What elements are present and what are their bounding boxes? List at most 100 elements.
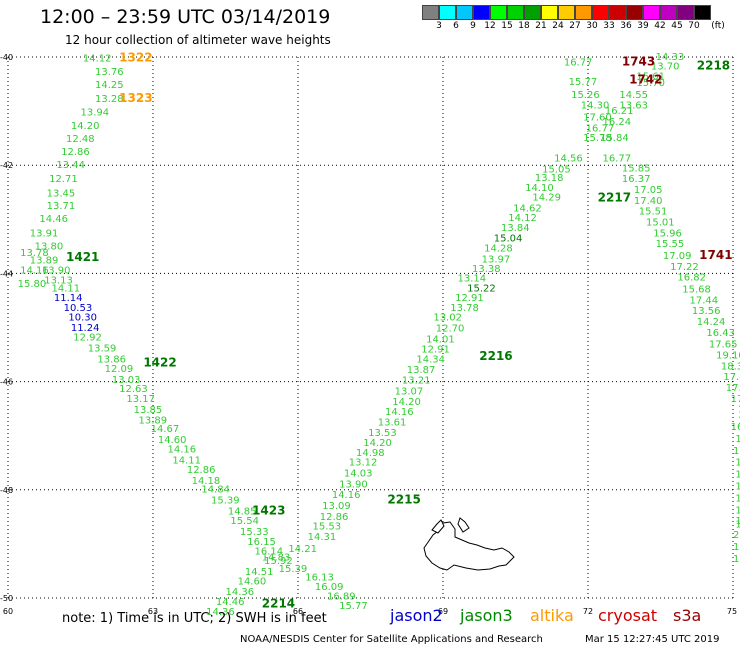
wave-height-value: 15.05 xyxy=(542,164,571,175)
wave-height-value: 14.12 xyxy=(83,54,112,65)
color-scale-label: 27 xyxy=(569,21,581,31)
wave-height-value: 16.24 xyxy=(603,117,632,128)
wave-height-value: 14.11 xyxy=(52,283,81,294)
wave-height-value: 16.09 xyxy=(315,582,344,593)
color-scale-swatch xyxy=(643,5,660,20)
wave-height-value: 13.89 xyxy=(30,255,59,266)
wave-height-value: 12.63 xyxy=(119,384,148,395)
wave-height-value: 12.91 xyxy=(455,293,484,304)
wave-height-value: 11.24 xyxy=(71,323,100,334)
wave-height-value: 14.84 xyxy=(201,485,230,496)
wave-height-value: 15.51 xyxy=(639,207,668,218)
wave-height-value: 16.89 xyxy=(327,591,356,602)
legend-item-s3a: s3a xyxy=(673,606,702,625)
wave-height-value: 13.28 xyxy=(95,94,124,105)
wave-height-value: 13.13 xyxy=(44,275,73,286)
wave-height-value: 12.92 xyxy=(73,333,102,344)
wave-height-value: 15.70 xyxy=(636,78,665,89)
wave-height-value: 19.09 xyxy=(735,493,740,504)
pass-time-label: 1422 xyxy=(143,356,176,370)
wave-height-value: 18.23 xyxy=(738,415,740,426)
wave-height-value: 18.09 xyxy=(735,505,740,516)
wave-height-value: 16.77 xyxy=(586,123,615,134)
wave-height-value: 18.12 xyxy=(735,519,740,530)
color-scale-label: 45 xyxy=(671,21,683,31)
x-tick-label: 75 xyxy=(727,607,737,616)
wave-height-value: 14.98 xyxy=(356,448,385,459)
wave-height-value: 11.14 xyxy=(54,293,83,304)
wave-height-value: 13.90 xyxy=(42,266,71,277)
color-scale-label: 15 xyxy=(501,21,513,31)
wave-height-value: 13.45 xyxy=(47,188,76,199)
color-scale-label: 42 xyxy=(654,21,666,31)
wave-height-value: 14.46 xyxy=(39,214,68,225)
wave-height-value: 14.10 xyxy=(525,183,554,194)
wave-height-value: 16.67 xyxy=(731,422,740,433)
wave-height-value: 15.22 xyxy=(467,283,496,294)
wave-height-value: 14.83 xyxy=(262,552,291,563)
wave-height-value: 17.06 xyxy=(733,446,740,457)
page-subtitle: 12 hour collection of altimeter wave hei… xyxy=(65,33,331,47)
wave-height-value: 13.97 xyxy=(482,254,511,265)
color-scale-label: 39 xyxy=(637,21,649,31)
wave-height-value: 17.40 xyxy=(634,196,663,207)
color-scale-label: 24 xyxy=(552,21,564,31)
color-scale-swatch xyxy=(490,5,507,20)
wave-height-value: 14.11 xyxy=(172,456,201,467)
wave-height-value: 13.63 xyxy=(619,101,648,112)
wave-height-value: 13.78 xyxy=(20,248,49,259)
axis-tick-labels: 60 63 66 69 72 75 -40 -42 -44 -46 -48 -50 xyxy=(0,53,737,616)
wave-height-value: 14.28 xyxy=(484,243,513,254)
wave-height-value: 17.80 xyxy=(735,481,740,492)
color-scale-label: 18 xyxy=(518,21,530,31)
color-scale-swatch xyxy=(609,5,626,20)
wave-height-value: 17.44 xyxy=(723,372,740,383)
x-tick-label: 66 xyxy=(293,607,303,616)
wave-height-value: 17.05 xyxy=(634,185,663,196)
wave-height-value: 13.90 xyxy=(339,479,368,490)
wave-height-value: 15.54 xyxy=(230,516,259,527)
color-scale-swatch xyxy=(558,5,575,20)
wave-height-value: 13.07 xyxy=(395,386,424,397)
pass-time-label: 1322 xyxy=(119,51,152,65)
wave-height-value: 14.16 xyxy=(168,445,197,456)
wave-height-value: 14.29 xyxy=(532,193,561,204)
wave-height-value: 17.65 xyxy=(709,340,738,351)
wave-height-value: 13.89 xyxy=(139,415,168,426)
legend-item-cryosat: cryosat xyxy=(598,606,658,625)
legend-item-altika: altika xyxy=(530,606,574,625)
credit-text: NOAA/NESDIS Center for Satellite Applica… xyxy=(240,634,543,645)
wave-height-value: 14.12 xyxy=(508,213,537,224)
wave-height-value: 14.60 xyxy=(158,435,187,446)
wave-height-value: 13.85 xyxy=(134,405,163,416)
color-scale-label: 33 xyxy=(603,21,615,31)
wave-height-value: 14.16 xyxy=(385,407,414,418)
wave-height-value: 15.33 xyxy=(240,527,269,538)
wave-height-value: 15.77 xyxy=(569,77,598,88)
color-scale-label: 70 xyxy=(688,21,700,31)
wave-height-value: 10.30 xyxy=(68,313,97,324)
color-scale-label: 21 xyxy=(535,21,547,31)
wave-height-value: 16.14 xyxy=(255,546,284,557)
wave-height-value: 13.91 xyxy=(30,228,59,239)
wave-height-value: 15.55 xyxy=(656,239,685,250)
wave-height-value: 13.61 xyxy=(378,418,407,429)
wave-height-value: 13.70 xyxy=(651,62,680,73)
wave-height-value: 13.14 xyxy=(458,274,487,285)
pass-time-label: 1323 xyxy=(119,91,152,105)
color-scale-label: 30 xyxy=(586,21,598,31)
wave-height-value: 15.80 xyxy=(18,279,47,290)
wave-height-value: 12.70 xyxy=(436,324,465,335)
wave-height-value: 12.09 xyxy=(105,364,134,375)
wave-height-value: 12.91 xyxy=(421,345,450,356)
wave-height-value: 10.53 xyxy=(64,303,93,314)
wave-height-value: 18.32 xyxy=(721,361,740,372)
pass-time-label: 2215 xyxy=(387,493,420,507)
wave-height-value: 12.86 xyxy=(61,147,90,158)
legend-item-jason2: jason2 xyxy=(390,606,443,625)
wave-height-value: 14.21 xyxy=(288,544,317,555)
pass-time-label: 1423 xyxy=(252,503,285,517)
wave-height-value: 13.17 xyxy=(126,394,155,405)
wave-height-value: 15.96 xyxy=(653,228,682,239)
